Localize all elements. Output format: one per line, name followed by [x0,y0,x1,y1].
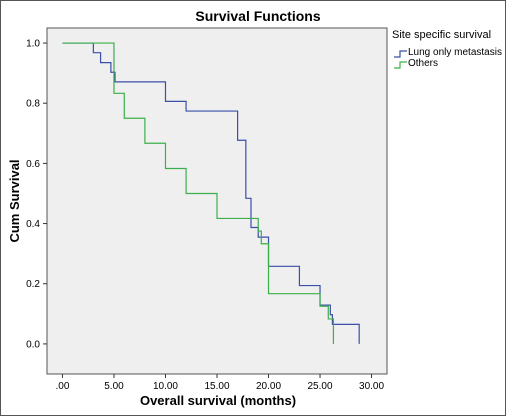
x-tick-label: 10.00 [153,381,178,392]
y-tick-label: 0.8 [26,99,40,110]
chart-title: Survival Functions [195,8,320,24]
y-tick-label: 0.0 [26,339,40,350]
series-line-0 [62,42,360,344]
legend-swatch-1 [394,61,407,69]
x-tick-label: 20.00 [256,381,281,392]
y-axis-label: Cum Survival [7,159,22,242]
x-tick-label: 30.00 [359,381,384,392]
axis-ticks: .00 5.00 10.00 15.00 20.00 25.00 30.00 0.0 0.2 0.… [26,39,384,392]
x-tick-label: .00 [56,381,70,392]
legend: Site specific survival Lung only metasta… [392,29,502,69]
y-tick-label: 0.6 [26,159,40,170]
legend-item-1: Others [408,58,438,69]
series-layer [62,42,360,344]
x-tick-label: 5.00 [104,381,124,392]
series-line-1 [62,42,335,344]
y-tick-label: 0.2 [26,279,40,290]
x-tick-label: 25.00 [308,381,333,392]
y-tick-label: 0.4 [26,219,40,230]
legend-swatch-0 [394,50,407,58]
x-axis-label: Overall survival (months) [140,393,296,408]
y-tick-label: 1.0 [26,39,40,50]
legend-item-0: Lung only metastasis [408,47,502,58]
x-tick-label: 15.00 [204,381,229,392]
legend-title: Site specific survival [392,29,491,41]
